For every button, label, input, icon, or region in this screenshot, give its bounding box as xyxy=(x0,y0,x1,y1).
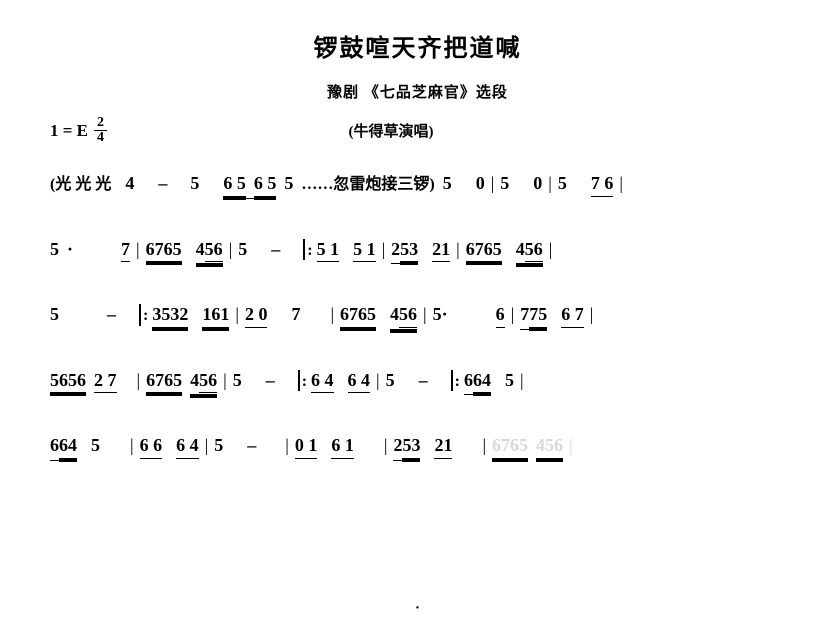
repeat-start-icon xyxy=(451,370,460,392)
key-signature-row: 1 = E 2 4 (牛得草演唱) xyxy=(50,116,785,145)
score-subtitle: 豫剧 《七品芝麻官》选段 xyxy=(50,81,785,102)
performer-credit: (牛得草演唱) xyxy=(0,120,785,141)
cue-text: ……忽雷炮接三锣) xyxy=(301,175,434,194)
notation-line-4: 56562 7 | 6765456 | 5– 6 46 4 | 5– 6645 … xyxy=(50,370,785,396)
notation-line-2: 5· 7 | 6765456 | 5– 5 15 1 | 2532 1 | 67… xyxy=(50,239,785,265)
notation-line-1: (光 光 光 4 – 5 6 56 5 5 ……忽雷炮接三锣) 5 0 | 50… xyxy=(50,173,785,199)
notation-line-5: 6645 | 6 66 4 | 5– | 0 16 1 | 2532 1 | 6… xyxy=(50,435,785,461)
repeat-start-icon xyxy=(303,239,312,261)
repeat-start-icon xyxy=(139,304,148,326)
notes: 4 xyxy=(125,173,134,195)
lyric-open: (光 光 光 xyxy=(50,175,111,194)
faded-notes: 6765 xyxy=(492,435,528,459)
notation-line-3: 5– 3532161 | 2 07 | 6765456 | 5· 6 | 775… xyxy=(50,304,785,330)
score-title: 锣鼓喧天齐把道喊 xyxy=(50,28,785,63)
repeat-start-icon xyxy=(298,370,307,392)
